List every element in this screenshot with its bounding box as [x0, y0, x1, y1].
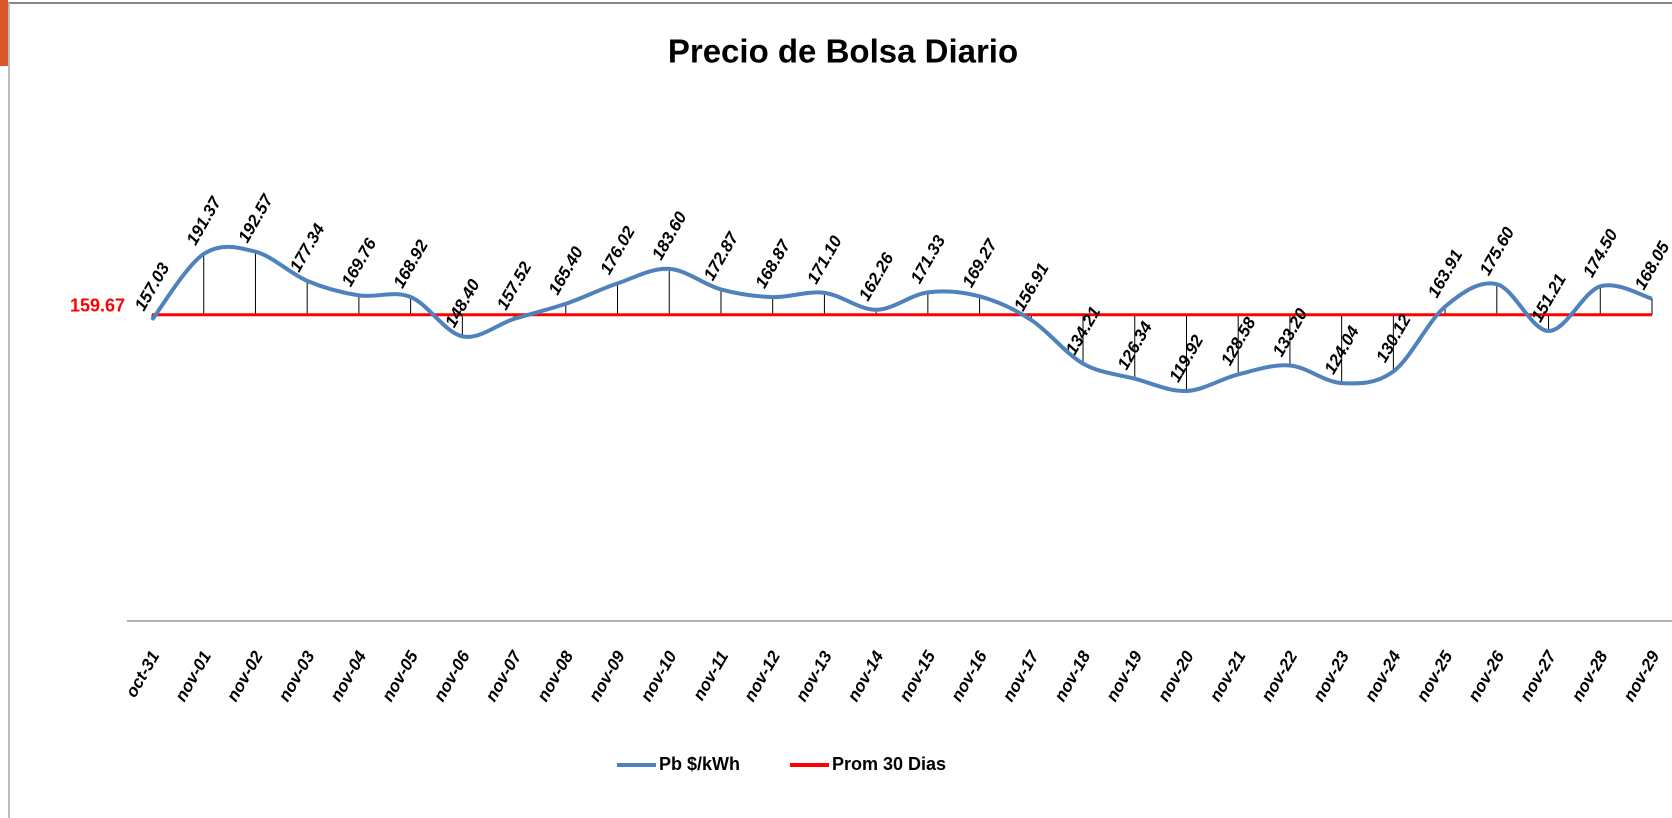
chart-title: Precio de Bolsa Diario	[668, 33, 1018, 70]
legend-label: Pb $/kWh	[659, 754, 740, 774]
corner-tab	[0, 0, 8, 66]
average-label: 159.67	[70, 296, 125, 316]
legend-label: Prom 30 Dias	[832, 754, 946, 774]
series-line	[150, 244, 1653, 393]
